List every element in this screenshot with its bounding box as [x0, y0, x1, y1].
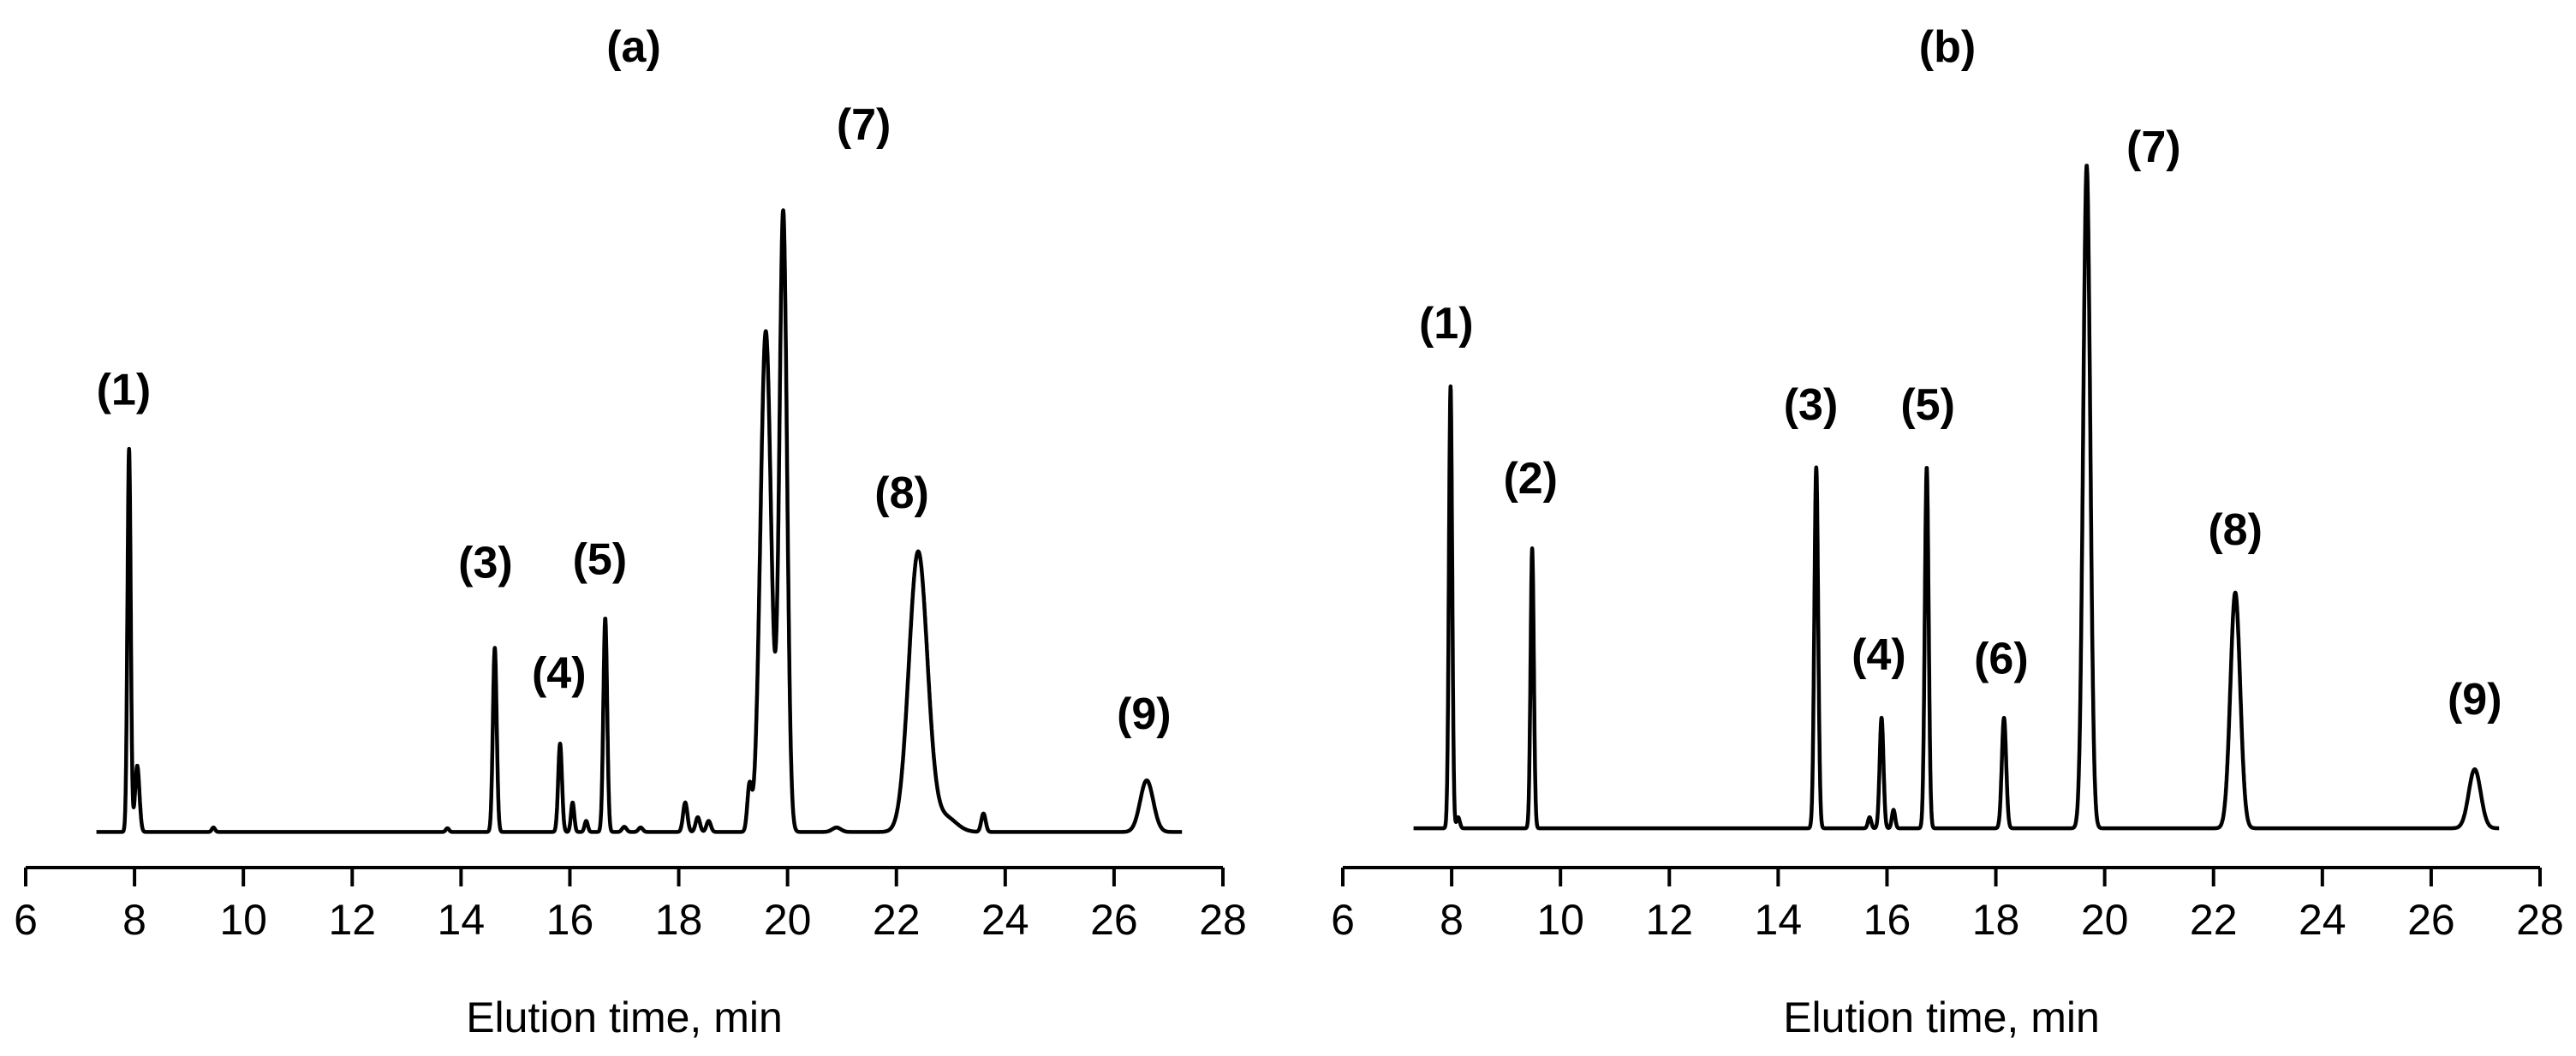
panel-b-peak-label: (7) [2126, 122, 2181, 172]
panel-a-x-tick-label: 10 [219, 896, 267, 944]
panel-b-x-axis-title: Elution time, min [1783, 993, 2100, 1041]
panel-b-peak-label: (3) [1784, 380, 1839, 430]
panel-b-x-tick-label: 8 [1440, 896, 1464, 944]
panel-a-peak-label: (4) [532, 649, 587, 699]
panel-b-x-tick-label: 24 [2299, 896, 2346, 944]
panel-a-x-tick-label: 14 [438, 896, 486, 944]
panel-a-x-tick-label: 16 [546, 896, 594, 944]
panel-b-x-tick-label: 20 [2081, 896, 2129, 944]
panel-b-x-tick-label: 22 [2190, 896, 2238, 944]
panel-a-title: (a) [606, 22, 661, 72]
panel-b-peak-labels: (1) (2) (3) (4) (5) (6) (7) (8) (9) [1419, 122, 2502, 725]
panel-b-x-tick-label: 18 [1972, 896, 2020, 944]
panel-b-x-tick-label: 16 [1863, 896, 1911, 944]
panel-b-peak-label: (2) [1503, 454, 1558, 504]
panel-a-peak-label: (9) [1117, 689, 1172, 739]
panel-b-peak-label: (5) [1900, 380, 1955, 430]
panel-b-x-ticks: 6 8 10 12 14 16 18 20 22 24 26 28 [1331, 868, 2564, 944]
panel-b-peak-label: (6) [1974, 635, 2029, 684]
panel-a: (a) 6 8 10 12 14 16 18 20 22 24 26 28 (1)(3)(4)(5)(… [14, 22, 1247, 1041]
panel-b-peak-label: (9) [2448, 675, 2502, 725]
panel-b-x-tick-label: 10 [1536, 896, 1584, 944]
panel-b-x-tick-label: 6 [1331, 896, 1355, 944]
panel-a-x-tick-label: 18 [655, 896, 703, 944]
panel-a-peak-label: (7) [837, 100, 891, 150]
panel-a-x-tick-label: 6 [14, 896, 38, 944]
panel-a-trace [94, 208, 1184, 834]
panel-a-peak-label: (5) [573, 534, 628, 584]
panel-b-x-tick-label: 28 [2516, 896, 2564, 944]
panel-b-trace [1411, 164, 2501, 831]
panel-b-x-tick-label: 26 [2407, 896, 2455, 944]
panel-a-peak-label: (1) [97, 366, 152, 415]
panel-a-x-tick-label: 20 [764, 896, 812, 944]
panel-b-peak-label: (4) [1852, 630, 1906, 680]
panel-a-peak-label: (3) [458, 539, 513, 588]
panel-a-x-tick-label: 22 [873, 896, 921, 944]
panel-b-peak-label: (1) [1419, 299, 1474, 349]
panel-a-peak-labels: (1) (3) (4) (5) (7) (8) (9) [97, 100, 1172, 739]
panel-b-x-tick-label: 12 [1645, 896, 1693, 944]
panel-a-peak-label: (8) [874, 468, 929, 518]
panel-a-x-axis-title: Elution time, min [466, 993, 783, 1041]
panel-a-x-ticks: 6 8 10 12 14 16 18 20 22 24 26 28 [14, 868, 1247, 944]
panel-a-x-tick-label: 28 [1199, 896, 1247, 944]
panel-b-title: (b) [1919, 22, 1976, 72]
panel-b-x-tick-label: 14 [1755, 896, 1803, 944]
panel-a-x-tick-label: 12 [328, 896, 376, 944]
panel-a-x-tick-label: 8 [122, 896, 146, 944]
panel-a-x-tick-label: 26 [1090, 896, 1138, 944]
panel-b: (b) 6 8 10 12 14 16 18 20 22 24 26 28 (1)(2)(3)(4)(… [1331, 22, 2564, 1041]
panel-b-peak-label: (8) [2208, 505, 2263, 555]
panel-a-x-tick-label: 24 [981, 896, 1029, 944]
